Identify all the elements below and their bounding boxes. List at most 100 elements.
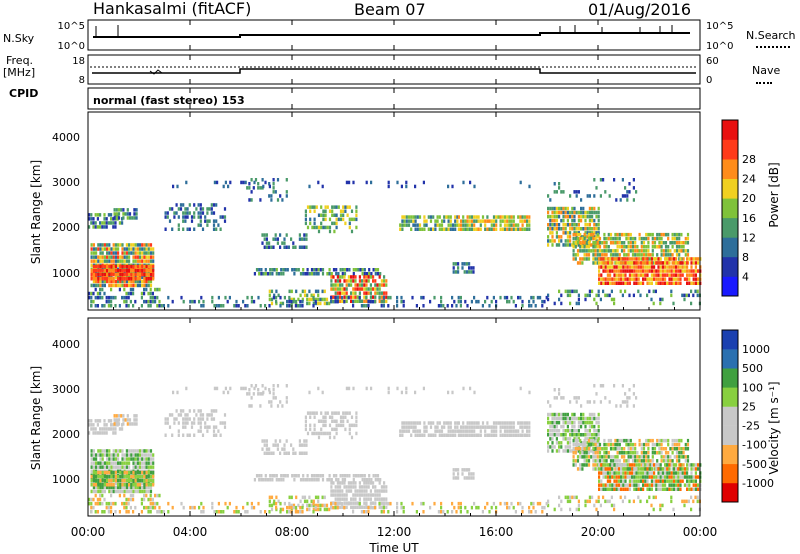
velocity-cell xyxy=(473,425,476,429)
power-cell xyxy=(99,225,102,229)
velocity-cell xyxy=(317,499,320,504)
power-cell xyxy=(108,277,111,281)
vel-ytick-3000: 3000 xyxy=(52,383,80,396)
velocity-cell xyxy=(436,429,439,433)
power-cell xyxy=(147,304,150,308)
power-cell xyxy=(477,219,480,223)
velocity-cell xyxy=(382,505,385,510)
velocity-cell xyxy=(616,451,619,455)
power-cell xyxy=(594,253,597,257)
velocity-cell xyxy=(642,487,645,491)
velocity-cell xyxy=(343,497,346,501)
velocity-cell xyxy=(678,442,681,447)
power-cell xyxy=(645,232,648,237)
velocity-cell xyxy=(576,459,580,463)
power-cell xyxy=(356,299,359,303)
velocity-cell xyxy=(666,487,669,491)
power-cell xyxy=(642,265,645,269)
power-cell xyxy=(271,272,274,276)
power-cell xyxy=(272,190,275,194)
velocity-cell xyxy=(620,455,624,459)
velocity-cell xyxy=(328,435,332,440)
velocity-cell xyxy=(257,392,260,396)
power-cell xyxy=(143,272,146,277)
power-cell xyxy=(135,208,138,212)
velocity-cell xyxy=(94,431,97,435)
velocity-cell xyxy=(675,459,679,463)
power-cell xyxy=(620,277,623,281)
power-cell xyxy=(224,295,227,300)
power-cell xyxy=(636,253,639,257)
velocity-cell xyxy=(566,416,569,421)
power-cell xyxy=(655,269,658,273)
power-cell xyxy=(592,245,595,249)
power-cell xyxy=(96,213,99,217)
velocity-cell xyxy=(659,479,662,483)
power-cell xyxy=(597,289,600,294)
velocity-cell xyxy=(363,493,366,497)
power-cell xyxy=(514,223,518,227)
velocity-cell xyxy=(593,416,596,421)
power-cell xyxy=(131,216,134,220)
velocity-cell xyxy=(597,499,600,504)
velocity-cell xyxy=(101,431,104,435)
velocity-cell xyxy=(650,479,653,483)
power-cell xyxy=(186,207,189,211)
power-cell xyxy=(581,236,584,241)
power-cell xyxy=(303,293,307,298)
velocity-cell xyxy=(468,429,471,433)
velocity-cell xyxy=(341,493,344,497)
velocity-cell xyxy=(587,447,591,451)
power-cell xyxy=(582,235,585,239)
power-cell xyxy=(596,241,599,245)
velocity-cell xyxy=(666,467,669,471)
power-cell xyxy=(532,295,535,300)
velocity-cell xyxy=(107,427,110,431)
power-cell xyxy=(352,304,355,308)
power-cell xyxy=(588,293,591,298)
power-yticks: 1000 2000 3000 4000 xyxy=(52,131,80,280)
power-cell xyxy=(121,277,124,281)
power-cell xyxy=(623,245,626,249)
velocity-cell xyxy=(325,507,329,512)
velocity-cell xyxy=(595,437,598,441)
velocity-cell xyxy=(597,445,600,449)
power-cell xyxy=(265,233,268,237)
velocity-cell xyxy=(438,421,441,425)
velocity-cell xyxy=(602,471,605,475)
power-cell xyxy=(590,236,593,241)
velocity-cell xyxy=(650,467,653,471)
velocity-cell xyxy=(229,386,232,391)
velocity-cell xyxy=(447,425,450,429)
power-cell xyxy=(281,301,285,306)
power-cell xyxy=(668,273,671,277)
power-cell xyxy=(416,227,419,231)
velocity-cell xyxy=(595,416,598,421)
power-cell xyxy=(675,261,678,265)
velocity-cell xyxy=(594,463,597,467)
velocity-cell xyxy=(345,493,348,497)
velocity-cell xyxy=(88,419,91,423)
velocity-cell xyxy=(620,463,623,467)
power-cell xyxy=(152,259,155,263)
velocity-cell xyxy=(275,507,278,512)
velocity-cell xyxy=(562,396,565,400)
velocity-cell xyxy=(653,479,656,483)
power-cell xyxy=(423,215,426,219)
velocity-cell xyxy=(613,479,616,483)
power-cell xyxy=(149,299,152,304)
velocity-cell xyxy=(461,472,464,476)
velocity-cell xyxy=(306,507,309,512)
power-cell xyxy=(635,190,638,194)
power-cell xyxy=(585,249,588,253)
power-cell xyxy=(399,223,402,227)
velocity-cell xyxy=(135,418,138,422)
velocity-cell xyxy=(624,475,627,479)
velocity-cell xyxy=(143,485,146,490)
power-cell xyxy=(473,184,476,189)
velocity-cell xyxy=(642,447,646,451)
power-cell xyxy=(108,255,111,259)
power-cell xyxy=(90,295,93,300)
power-cell xyxy=(468,270,471,274)
velocity-cell xyxy=(594,442,597,447)
